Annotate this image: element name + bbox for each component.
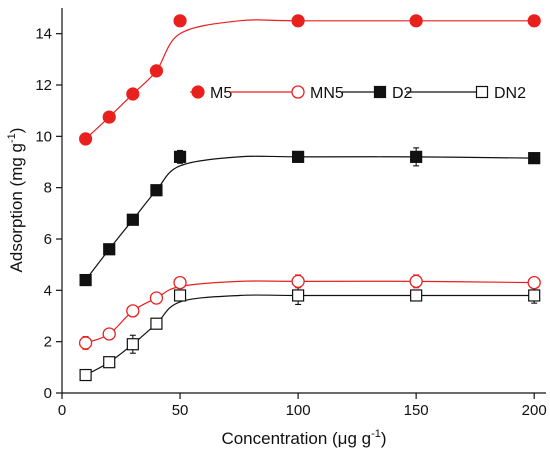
x-axis-title: Concentration (μg g-1)	[221, 428, 386, 448]
point-dn2	[126, 338, 139, 351]
legend-marker-d2	[373, 85, 387, 99]
point-dn2	[103, 356, 116, 369]
point-d2	[173, 150, 187, 163]
point-m5	[409, 14, 423, 28]
y-tick-label: 4	[44, 282, 52, 299]
x-tick-label: 150	[404, 402, 429, 419]
point-mn5	[149, 291, 164, 305]
point-d2	[150, 184, 163, 197]
point-dn2	[150, 317, 163, 330]
point-mn5	[126, 304, 140, 318]
fit-curve-mn5	[85, 280, 535, 344]
point-mn5	[527, 275, 541, 290]
point-d2	[528, 152, 541, 165]
x-tick-label: 0	[58, 402, 66, 419]
point-m5	[527, 14, 541, 28]
x-tick-label: 200	[522, 402, 547, 419]
y-axis-title: Adsorption (mg g-1)	[6, 128, 26, 273]
point-dn2	[528, 289, 541, 302]
y-tick-label: 10	[35, 128, 52, 145]
fit-curve-dn2	[85, 294, 535, 376]
x-tick-label: 50	[172, 402, 189, 419]
point-mn5	[409, 274, 423, 289]
point-m5	[102, 110, 116, 124]
legend-label-d2: D2	[392, 85, 413, 102]
point-m5	[149, 64, 164, 78]
point-mn5	[78, 336, 93, 350]
point-d2	[126, 213, 139, 226]
legend-marker-dn2	[475, 85, 489, 99]
plot-frame	[61, 8, 546, 394]
point-mn5	[102, 327, 116, 341]
y-tick-label: 2	[44, 334, 52, 351]
y-tick-label: 14	[35, 26, 52, 43]
legend-marker-mn5	[291, 85, 305, 99]
y-tick-label: 12	[35, 77, 52, 94]
point-m5	[291, 14, 305, 28]
point-mn5	[173, 275, 187, 290]
point-dn2	[173, 289, 187, 302]
point-d2	[291, 150, 305, 163]
point-d2	[103, 243, 116, 256]
point-m5	[79, 132, 93, 146]
y-ticks: 0 2 4 6 8 10 12 14	[35, 26, 62, 402]
y-tick-label: 6	[44, 231, 52, 248]
y-tick-label: 8	[44, 180, 52, 197]
x-ticks: 0 50 100 150 200	[58, 393, 547, 419]
legend-label-m5: M5	[210, 85, 232, 102]
point-m5	[173, 14, 187, 28]
y-tick-label: 0	[44, 385, 52, 402]
point-dn2	[79, 368, 92, 382]
legend-label-dn2: DN2	[494, 85, 526, 102]
data-points	[78, 14, 541, 382]
point-dn2	[410, 289, 423, 302]
x-tick-label: 100	[286, 402, 311, 419]
legend-marker-m5	[191, 85, 205, 99]
fit-curve-m5	[85, 19, 535, 140]
legend: M5 MN5 D2 DN2	[190, 85, 526, 102]
point-mn5	[291, 274, 305, 289]
fit-curve-d2	[85, 155, 535, 281]
point-d2	[410, 150, 423, 163]
point-dn2	[291, 289, 305, 302]
legend-label-mn5: MN5	[310, 85, 344, 102]
point-d2	[79, 273, 92, 287]
point-m5	[126, 87, 140, 101]
